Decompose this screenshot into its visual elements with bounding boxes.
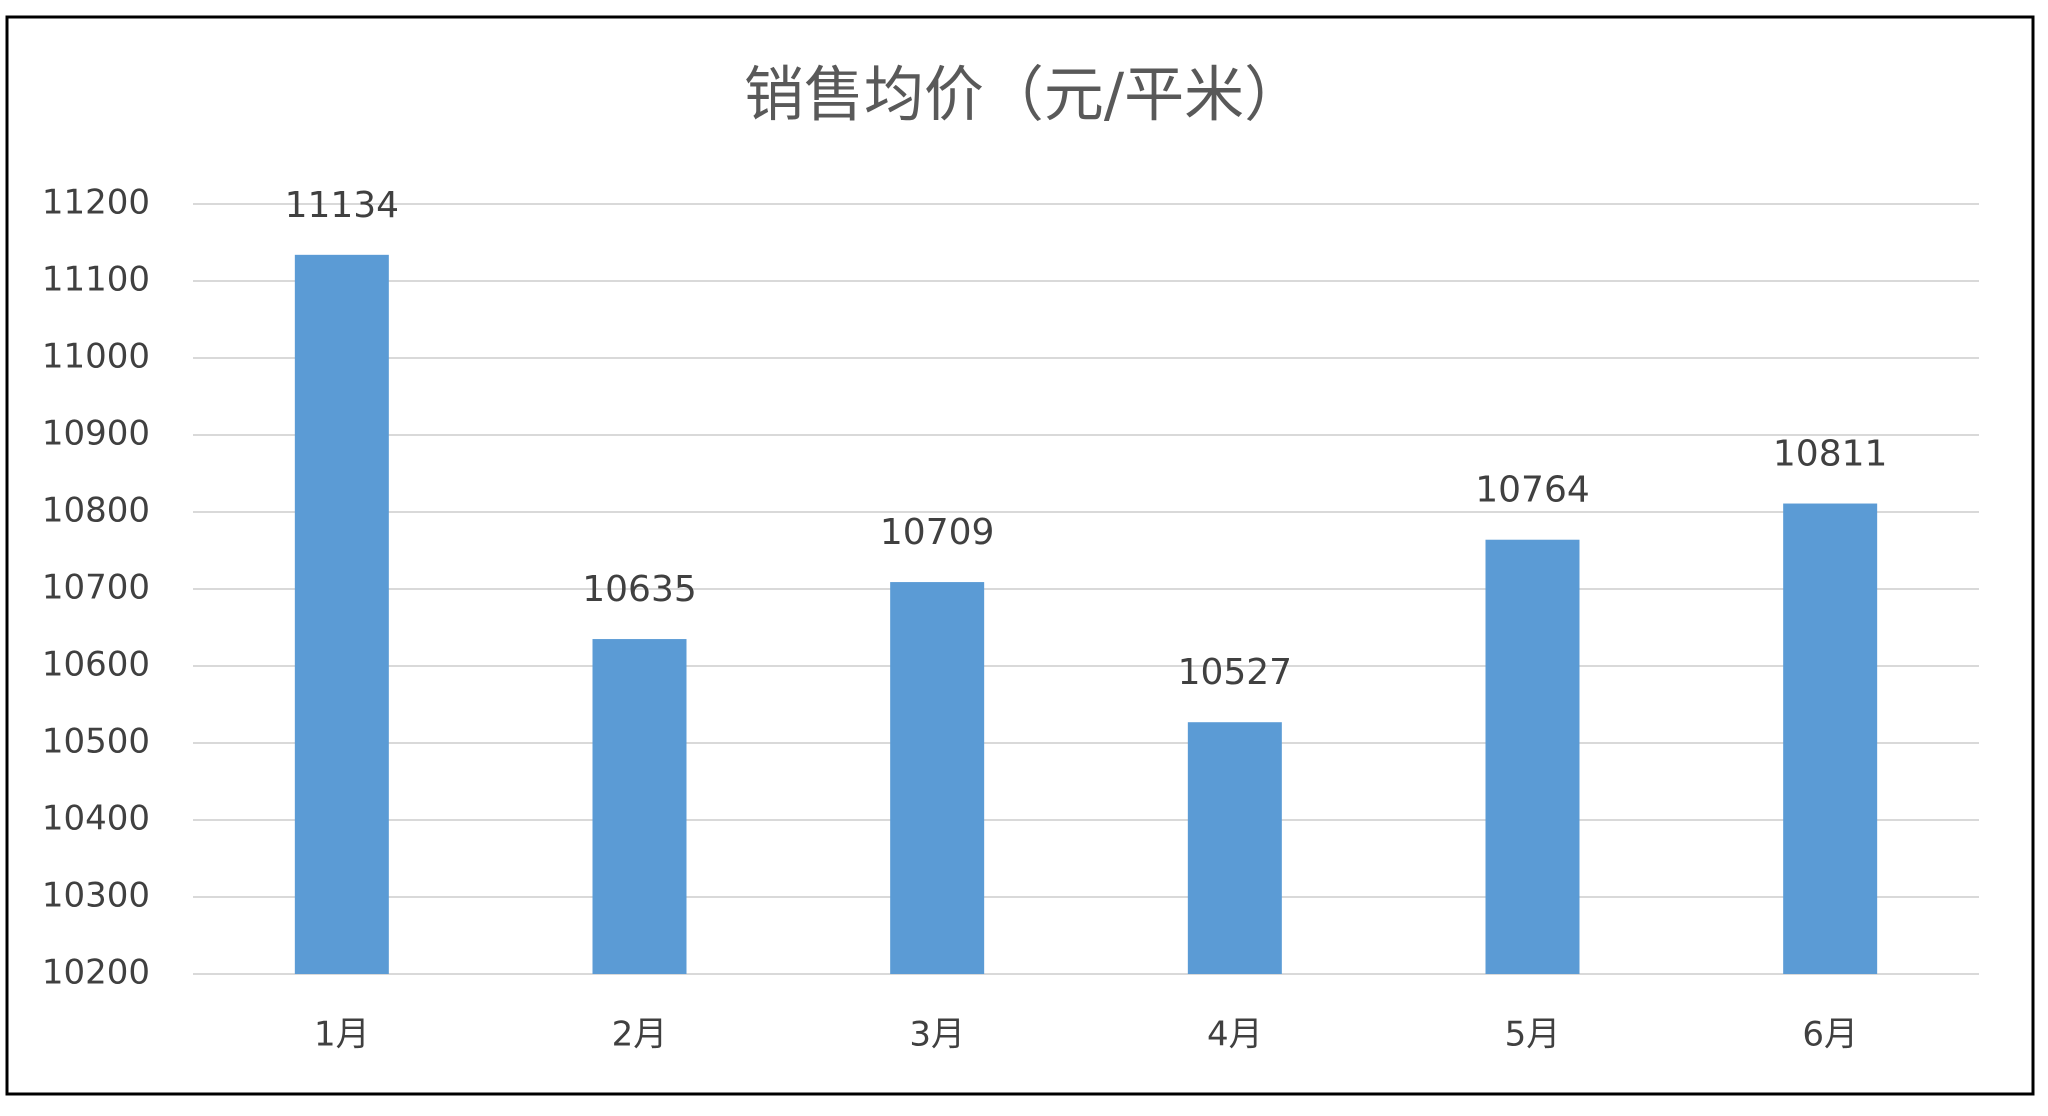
y-tick-label: 10600 [42,645,150,685]
bar [1485,539,1580,974]
x-tick-label: 5月 [1505,1015,1561,1055]
x-tick-label: 4月 [1207,1015,1263,1055]
x-tick-label: 6月 [1802,1015,1858,1055]
bar [1187,722,1282,974]
y-tick-label: 10400 [42,799,150,839]
bar [1783,503,1878,974]
bar [592,639,687,974]
x-tick-label: 3月 [909,1015,965,1055]
y-tick-label: 10500 [42,722,150,762]
data-label: 11134 [285,185,400,226]
y-tick-label: 11100 [42,260,150,300]
data-label: 10764 [1475,470,1590,511]
data-label: 10527 [1178,652,1293,693]
data-label: 10709 [880,512,995,553]
y-tick-label: 10900 [42,414,150,454]
x-tick-label: 2月 [612,1015,668,1055]
y-tick-label: 10300 [42,876,150,916]
bar [890,582,985,974]
chart-title: 销售均价（元/平米） [744,61,1304,131]
y-tick-label: 10800 [42,491,150,531]
y-tick-label: 11000 [42,337,150,377]
data-label: 10635 [582,569,697,610]
x-tick-label: 1月 [314,1015,370,1055]
bar [294,254,389,974]
y-tick-label: 10200 [42,953,150,993]
y-tick-label: 11200 [42,183,150,223]
y-tick-label: 10700 [42,568,150,608]
data-label: 10811 [1773,434,1888,475]
